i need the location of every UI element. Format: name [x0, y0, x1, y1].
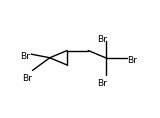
Text: Br: Br	[22, 74, 32, 83]
Text: Br: Br	[97, 79, 107, 88]
Text: Br: Br	[127, 56, 137, 65]
Text: Br: Br	[20, 52, 30, 61]
Text: Br: Br	[97, 35, 107, 44]
